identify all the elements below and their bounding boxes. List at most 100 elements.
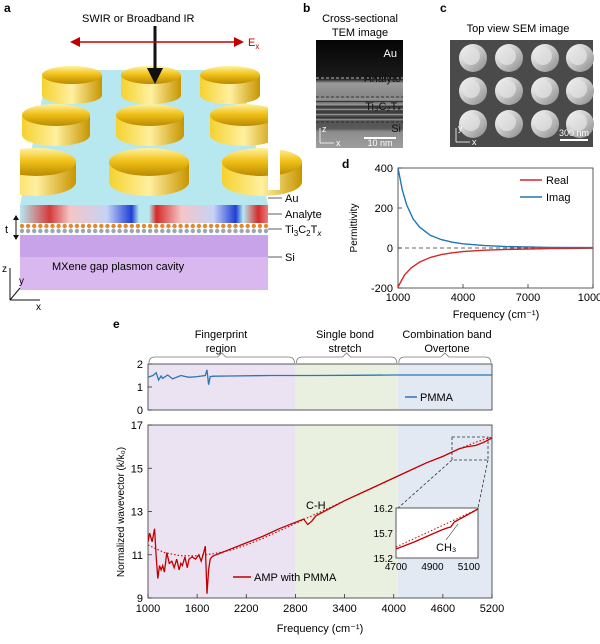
atom [135, 223, 141, 229]
atom [178, 228, 183, 234]
axis-y-label: y [19, 276, 24, 287]
atom [233, 228, 238, 234]
atom [32, 228, 37, 234]
pmma-legend-label: PMMA [420, 392, 454, 404]
region-2-line2: stretch [328, 343, 361, 355]
t-label: t [5, 224, 8, 236]
t-arrow-top [13, 215, 19, 220]
atom [160, 228, 165, 234]
axis-x-label: x [36, 302, 41, 313]
atom [184, 223, 189, 229]
chart-d-ytick-label: 0 [387, 243, 393, 255]
region-band [148, 425, 296, 598]
mask-left [0, 60, 20, 210]
atom [68, 223, 74, 229]
analyte-layer-field [20, 205, 268, 223]
atom [245, 223, 250, 229]
atom [208, 228, 214, 234]
fit-line [148, 436, 492, 557]
region-3-line1: Combination band [402, 329, 491, 341]
atom [154, 228, 159, 234]
gold-disk-top [22, 104, 90, 126]
gold-disk-top [210, 104, 278, 126]
si-label: Si [285, 252, 295, 264]
atom [62, 228, 67, 234]
atom [166, 228, 171, 234]
atom [263, 228, 269, 234]
panel-c-label: c [440, 1, 447, 15]
region-1-line2: region [206, 343, 237, 355]
sem-disk-highlight [534, 113, 552, 131]
panel-a: a SWIR or Broadband IR Ex Au Analyte Ti3… [0, 1, 322, 313]
pmma-line [148, 369, 492, 385]
tem-title-line2: TEM image [332, 27, 388, 39]
gold-disk-top [116, 104, 184, 126]
gold-disk-top [109, 148, 189, 176]
atom [196, 228, 202, 234]
atom [141, 223, 147, 229]
chart-d-frame [397, 167, 594, 289]
sem-disk-highlight [569, 113, 587, 131]
panel-a-label: a [4, 1, 11, 15]
atom [135, 228, 141, 234]
atom [111, 228, 116, 234]
atom [221, 228, 226, 234]
atom [117, 228, 122, 234]
ch-annotation: C-H [306, 500, 326, 512]
chart-d-ytick-label: -200 [371, 283, 393, 295]
atom [227, 223, 232, 229]
atom [105, 223, 110, 229]
chart-e-main-series [148, 436, 492, 594]
sem-disks [459, 44, 594, 138]
main-xtick-label: 2800 [283, 603, 307, 615]
atom [147, 223, 153, 229]
atom [172, 223, 177, 229]
atom [257, 228, 263, 234]
inset-series [396, 508, 478, 550]
atom [190, 223, 195, 229]
region-band [295, 425, 398, 598]
atom [196, 223, 202, 229]
main-xtick-label: 1000 [136, 603, 160, 615]
main-xtick-label: 3400 [332, 603, 356, 615]
main-xtick-label: 1600 [185, 603, 209, 615]
atom [221, 223, 226, 229]
panel-d: d 1000 4000 7000 10000 -200 0 200 400 Permittiv… [342, 157, 600, 321]
incident-arrow-head [147, 68, 163, 84]
region-band [397, 364, 492, 410]
chart-e-top-regions [148, 364, 492, 410]
atom [86, 228, 92, 234]
atom [160, 223, 165, 229]
top-ytick-label: 2 [137, 359, 143, 371]
sem-axis-y-label: y [458, 123, 463, 133]
chart-d-ticks: 1000 4000 7000 10000 -200 0 200 400 [371, 163, 600, 304]
series-imag-line [398, 168, 593, 249]
atom [251, 223, 256, 229]
inset-xtick-label: 4900 [421, 562, 444, 573]
analyte-label: Analyte [285, 209, 322, 221]
atom [208, 223, 214, 229]
inset-fit-line [396, 508, 478, 548]
atom [154, 223, 159, 229]
main-xtick-label: 4000 [381, 603, 405, 615]
sem-disk-highlight [462, 80, 480, 98]
atom [50, 223, 55, 229]
gold-disk-array [0, 60, 302, 210]
inset-xtick-label: 4700 [385, 562, 408, 573]
chart-d-xtick-label: 1000 [386, 292, 410, 304]
tem-au-label: Au [384, 48, 397, 60]
panel-c: c Top view SEM image 300 nm y x [440, 1, 594, 147]
top-ytick-label: 1 [137, 382, 143, 394]
main-xtick-label: 5200 [480, 603, 504, 615]
inset-amp-line [396, 508, 478, 550]
atom [80, 228, 86, 234]
inset-ytick-label: 15.2 [374, 554, 394, 565]
field-arrow-left [70, 37, 80, 47]
region-bracket [398, 352, 492, 364]
region-bracket [148, 352, 295, 364]
atom [190, 228, 195, 234]
tem-axis-x-label: x [336, 138, 341, 148]
field-arrow-right [234, 37, 244, 47]
atom [141, 228, 147, 234]
